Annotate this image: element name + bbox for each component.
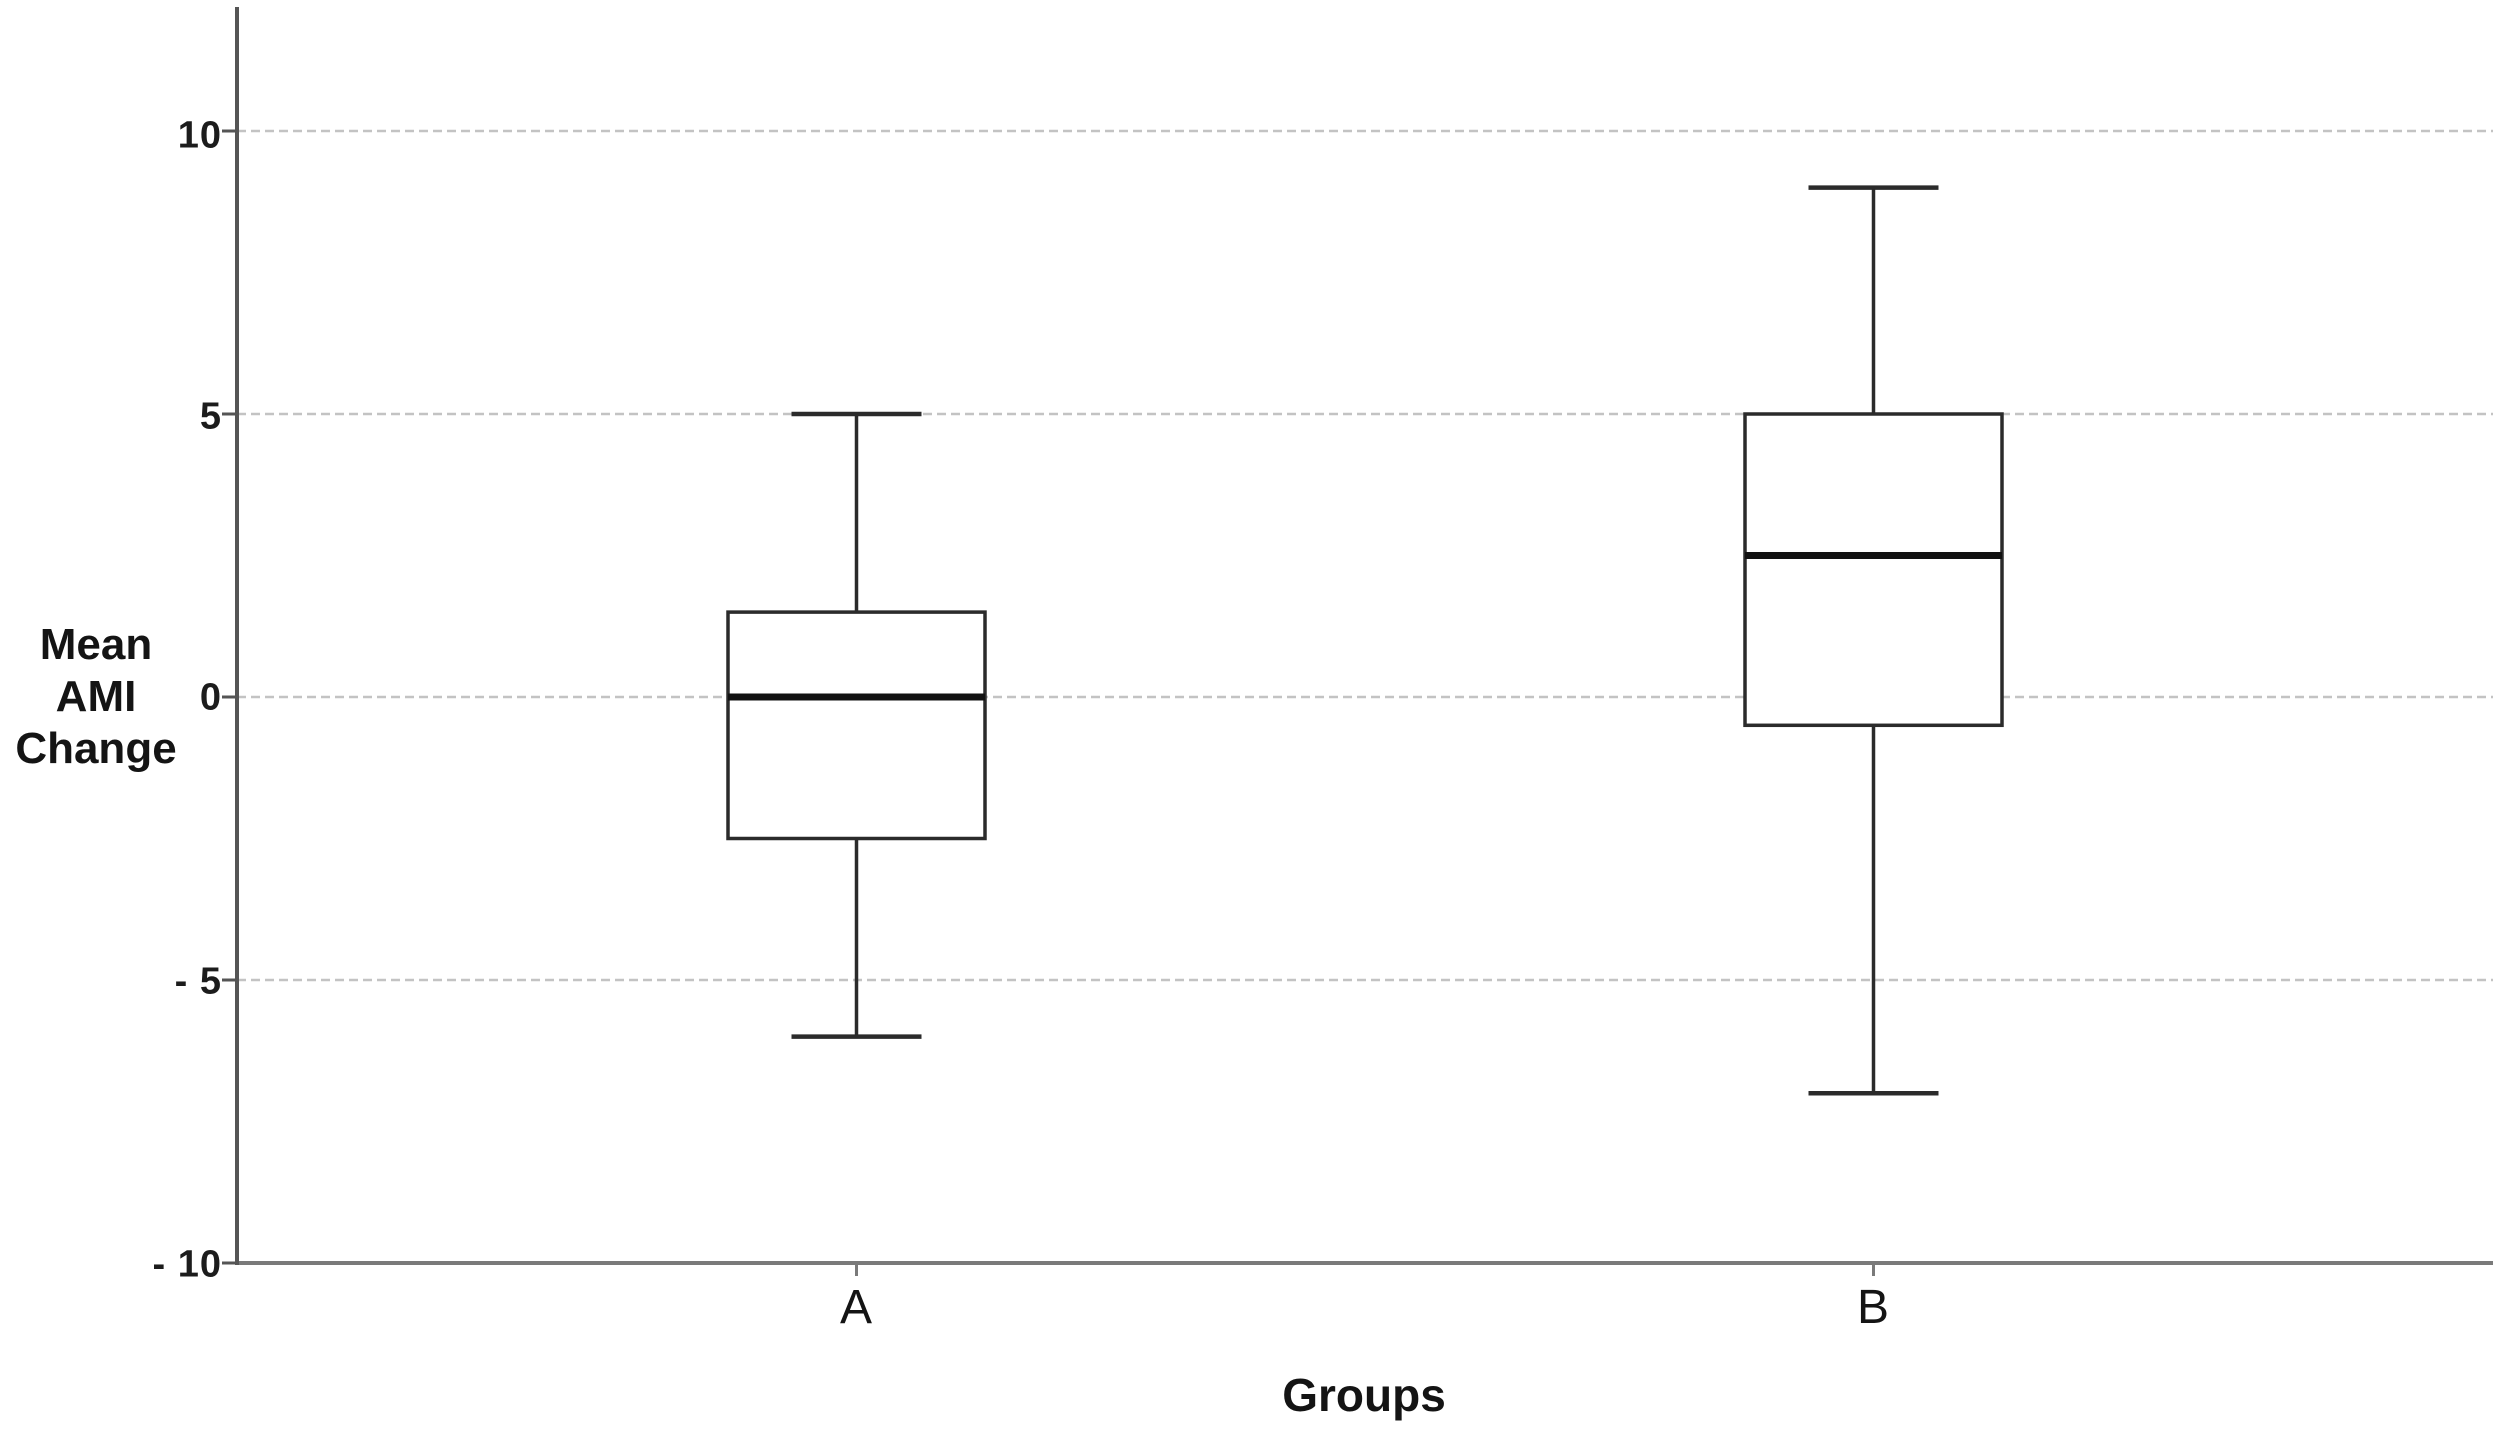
y-axis-title-line-2: AMI <box>55 672 137 721</box>
x-axis-title: Groups <box>1282 1369 1446 1421</box>
y-tick-label-0: 0 <box>199 676 222 719</box>
x-category-label-b: B <box>1856 1281 1889 1334</box>
y-tick-label-minus-10: - 10 <box>152 1243 222 1286</box>
y-tick-label-minus-5: - 5 <box>174 960 222 1003</box>
y-axis-title-line-1: Mean <box>39 620 153 669</box>
iqr-box-b <box>1743 412 2004 728</box>
x-category-label-a: A <box>839 1281 872 1334</box>
y-tick-label-10: 10 <box>177 114 222 157</box>
iqr-box-a <box>726 610 987 841</box>
y-axis-title-line-3: Change <box>15 724 177 773</box>
y-axis-title: Mean AMI Change <box>6 619 186 775</box>
y-tick-label-5: 5 <box>199 395 222 438</box>
